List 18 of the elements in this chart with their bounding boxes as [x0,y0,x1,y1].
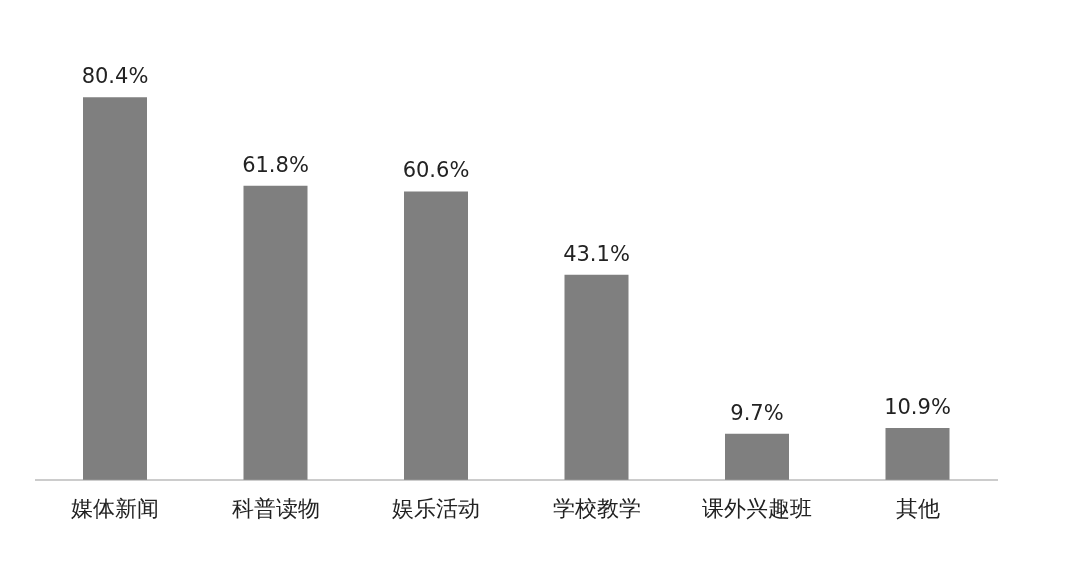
x-tick-label: 其他 [895,495,940,521]
x-tick-label: 媒体新闻 [71,495,160,521]
data-label: 10.9% [884,395,951,420]
bar [725,433,789,480]
x-tick-label: 娱乐活动 [392,495,481,521]
bar [564,274,629,480]
bar [83,97,147,480]
x-tick-label: 科普读物 [231,495,320,521]
bar [885,428,950,480]
data-label: 43.1% [563,241,630,266]
x-tick-label: 课外兴趣班 [702,495,813,521]
x-tick-label: 学校教学 [552,495,641,521]
data-label: 9.7% [730,400,784,425]
data-label: 80.4% [81,64,149,89]
bar [404,191,468,480]
bar [243,185,308,480]
data-label: 60.6% [402,158,470,183]
data-label: 61.8% [242,152,309,177]
